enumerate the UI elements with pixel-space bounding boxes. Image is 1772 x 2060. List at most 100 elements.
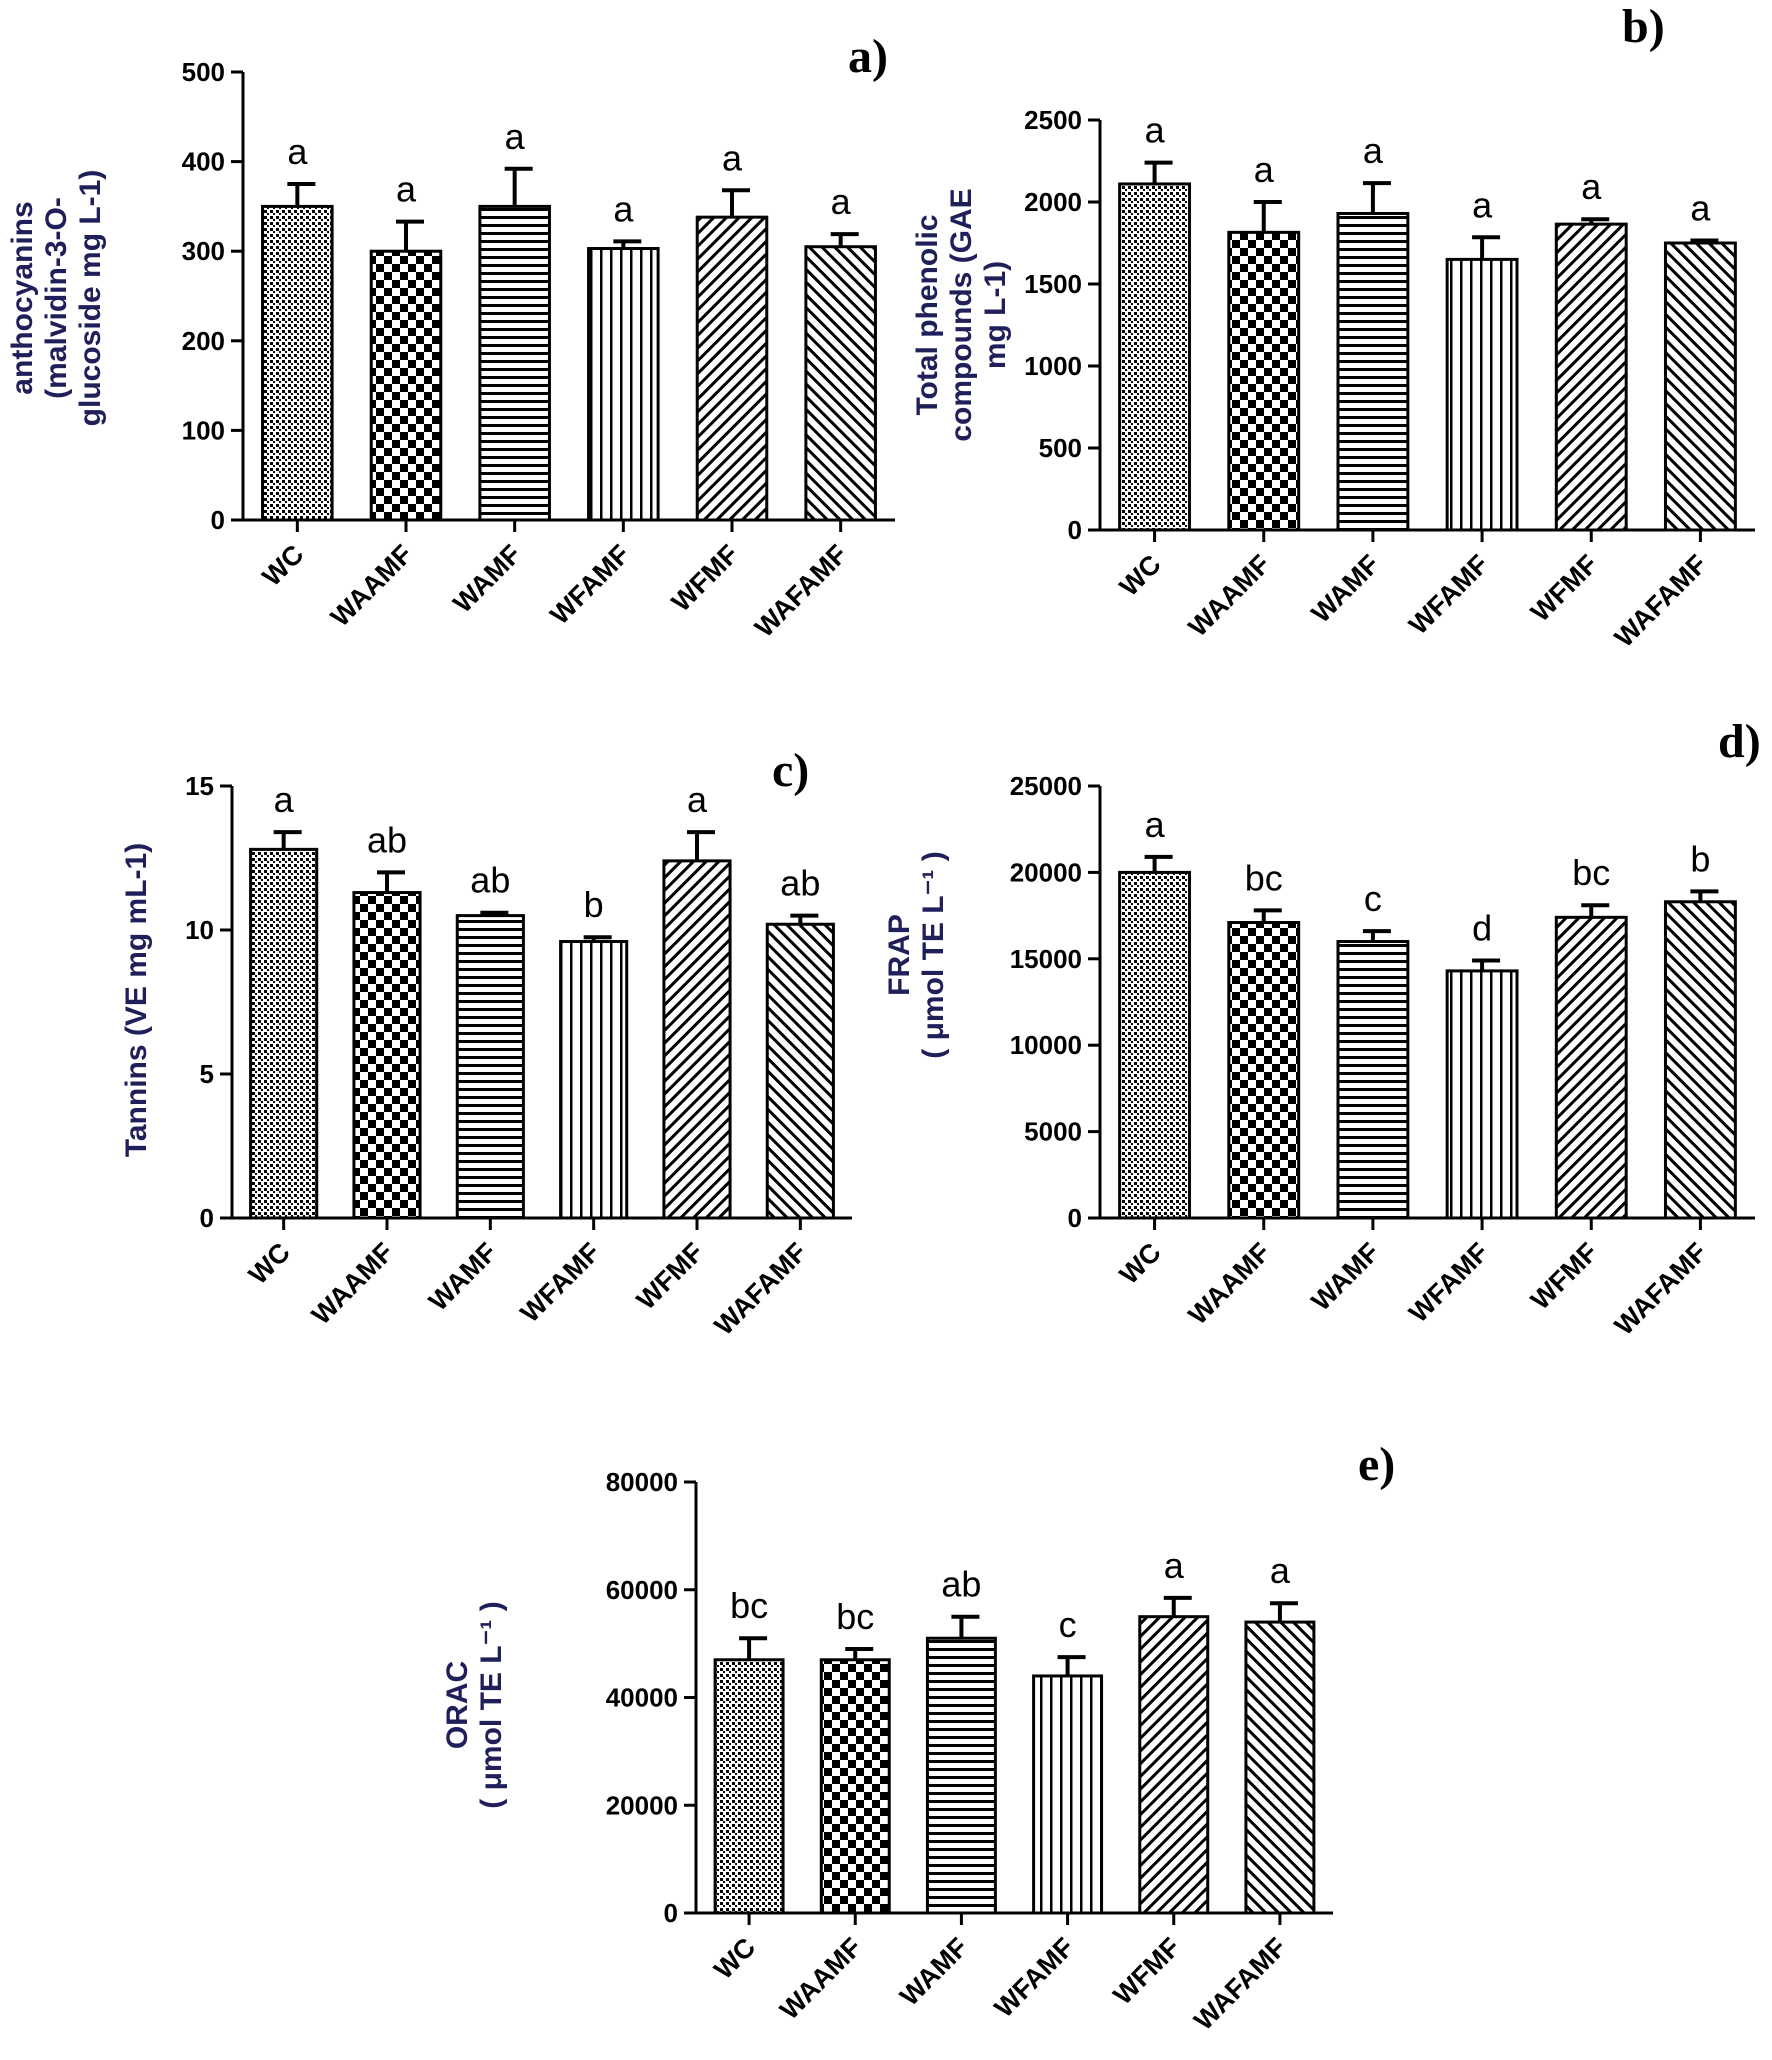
x-tick-label: WAAMF (325, 539, 418, 632)
x-tick-label: WFAMF (1403, 1237, 1494, 1328)
y-tick-label: 0 (1068, 515, 1082, 545)
y-tick-label: 0 (664, 1898, 678, 1928)
panel-c: a ab ab b a ab 0 5 10 15 WC WAAMF WAMF WFAMF WFMF WAFAM… (120, 744, 852, 1341)
bar-wafamf (1244, 1620, 1316, 1915)
error-bar-wafamf (1690, 889, 1719, 902)
y-tick-label: 1500 (1024, 269, 1082, 299)
error-bar-wfmf (722, 188, 750, 218)
significance-label: a (1270, 1550, 1291, 1591)
panel-d: a bc c d bc b 0 5000 10000 15000 20000 25000 WC WAAMF… (883, 715, 1761, 1341)
y-axis-label-line: (malvidin-3-O- (40, 197, 73, 399)
y-axis-label-line: compounds (GAE (945, 188, 978, 441)
bar-wfmf (662, 859, 732, 1220)
y-tick-label: 20000 (606, 1790, 678, 1820)
error-bar-wc (1144, 160, 1173, 184)
panel-letter: a) (848, 30, 888, 83)
x-tick-label: WFMF (666, 539, 744, 617)
bar-wc (261, 204, 334, 522)
bar-wamf (455, 914, 525, 1220)
error-bar-waamf (1253, 908, 1282, 923)
error-bar-wfamf (1057, 1655, 1086, 1676)
significance-label: bc (1245, 857, 1283, 898)
y-axis-label: Tannins (VE mg mL-1) (120, 843, 153, 1157)
significance-label: a (274, 779, 295, 820)
significance-label: a (287, 131, 308, 172)
panel-e: bc bc ab c a a 0 20000 40000 60000 80000 WC WAAMF WAM… (441, 1438, 1395, 2036)
error-bar-wafamf (790, 913, 819, 925)
x-tick-label: WAAMF (306, 1237, 399, 1330)
bar-wfmf (1138, 1615, 1210, 1915)
significance-label: a (1690, 188, 1711, 229)
x-tick-label: WFAMF (515, 1237, 606, 1328)
significance-label: a (722, 137, 743, 178)
y-tick-label: 200 (182, 326, 225, 356)
x-tick-label: WFAMF (1403, 549, 1494, 640)
significance-label: a (1145, 110, 1166, 151)
y-tick-label: 20000 (1010, 857, 1082, 887)
significance-label: a (1472, 184, 1493, 225)
significance-label: a (1363, 130, 1384, 171)
x-tick-label: WAFAMF (1188, 1932, 1292, 2036)
error-bar-wafamf (1690, 238, 1719, 243)
x-tick-label: WFMF (1525, 549, 1603, 627)
error-bar-waamf (845, 1647, 874, 1660)
y-tick-label: 25000 (1010, 771, 1082, 801)
y-tick-label: 10 (185, 915, 214, 945)
y-tick-label: 0 (211, 505, 225, 535)
y-tick-label: 40000 (606, 1683, 678, 1713)
panel-b: a a a a a a 0 500 1000 1500 2000 2500 WC WAAMF WAMF WFA… (911, 0, 1755, 653)
y-axis-label-line: ( μmol TE L⁻¹ ) (917, 851, 950, 1059)
bar-wfamf (1445, 257, 1519, 532)
error-bar-wamf (951, 1614, 980, 1639)
y-tick-label: 5000 (1024, 1117, 1082, 1147)
error-bar-wfmf (1581, 217, 1610, 225)
y-axis-label-line: Monomeric (0, 218, 5, 378)
error-bar-wfamf (1472, 958, 1501, 971)
y-axis-label: Total phenolic compounds (GAE mg L-1) (911, 188, 1012, 441)
error-bar-wc (1144, 854, 1173, 873)
x-tick-label: WAFAMF (709, 1237, 813, 1341)
error-bar-wfamf (583, 935, 612, 942)
bar-waamf (819, 1658, 891, 1915)
x-tick-label: WC (708, 1932, 761, 1985)
bar-wamf (1336, 211, 1410, 532)
y-tick-label: 500 (182, 57, 225, 87)
bar-waamf (369, 249, 443, 522)
x-tick-label: WFMF (631, 1237, 709, 1315)
panel-letter: b) (1622, 0, 1665, 53)
significance-label: a (505, 116, 526, 157)
significance-label: ab (470, 860, 510, 901)
error-bar-wafamf (1269, 1601, 1298, 1623)
error-bar-waamf (377, 870, 405, 893)
y-tick-label: 60000 (606, 1575, 678, 1605)
x-tick-label: WC (243, 1237, 296, 1290)
y-tick-label: 500 (1039, 433, 1082, 463)
y-tick-label: 100 (182, 415, 225, 445)
error-bar-wfmf (1581, 903, 1610, 918)
significance-label: bc (730, 1585, 768, 1626)
y-axis-label-line: Tannins (VE mg mL-1) (120, 843, 153, 1157)
error-bar-wamf (1362, 929, 1391, 942)
bar-wafamf (765, 922, 835, 1220)
y-axis-label-line: FRAP (883, 914, 916, 996)
y-axis-label-line: mg L-1) (979, 261, 1012, 369)
significance-label: bc (1572, 852, 1610, 893)
error-bar-wc (739, 1636, 768, 1660)
significance-label: a (1164, 1545, 1185, 1586)
bar-wfamf (587, 247, 660, 522)
error-bar-wamf (480, 910, 509, 916)
x-tick-label: WAMF (423, 1237, 503, 1317)
x-tick-label: WAFAMF (1609, 549, 1713, 653)
significance-label: a (831, 181, 852, 222)
y-axis-label-line: Total phenolic (911, 214, 944, 415)
y-tick-label: 2000 (1024, 187, 1082, 217)
panel-letter: d) (1718, 715, 1761, 768)
bar-wc (713, 1658, 785, 1915)
x-tick-label: WAFAMF (749, 539, 853, 643)
significance-label: a (1254, 149, 1275, 190)
y-tick-label: 2500 (1024, 105, 1082, 135)
bar-wfmf (1554, 915, 1628, 1220)
bar-wfamf (1445, 969, 1519, 1220)
bar-wc (1118, 870, 1192, 1220)
x-tick-label: WFMF (1525, 1237, 1603, 1315)
